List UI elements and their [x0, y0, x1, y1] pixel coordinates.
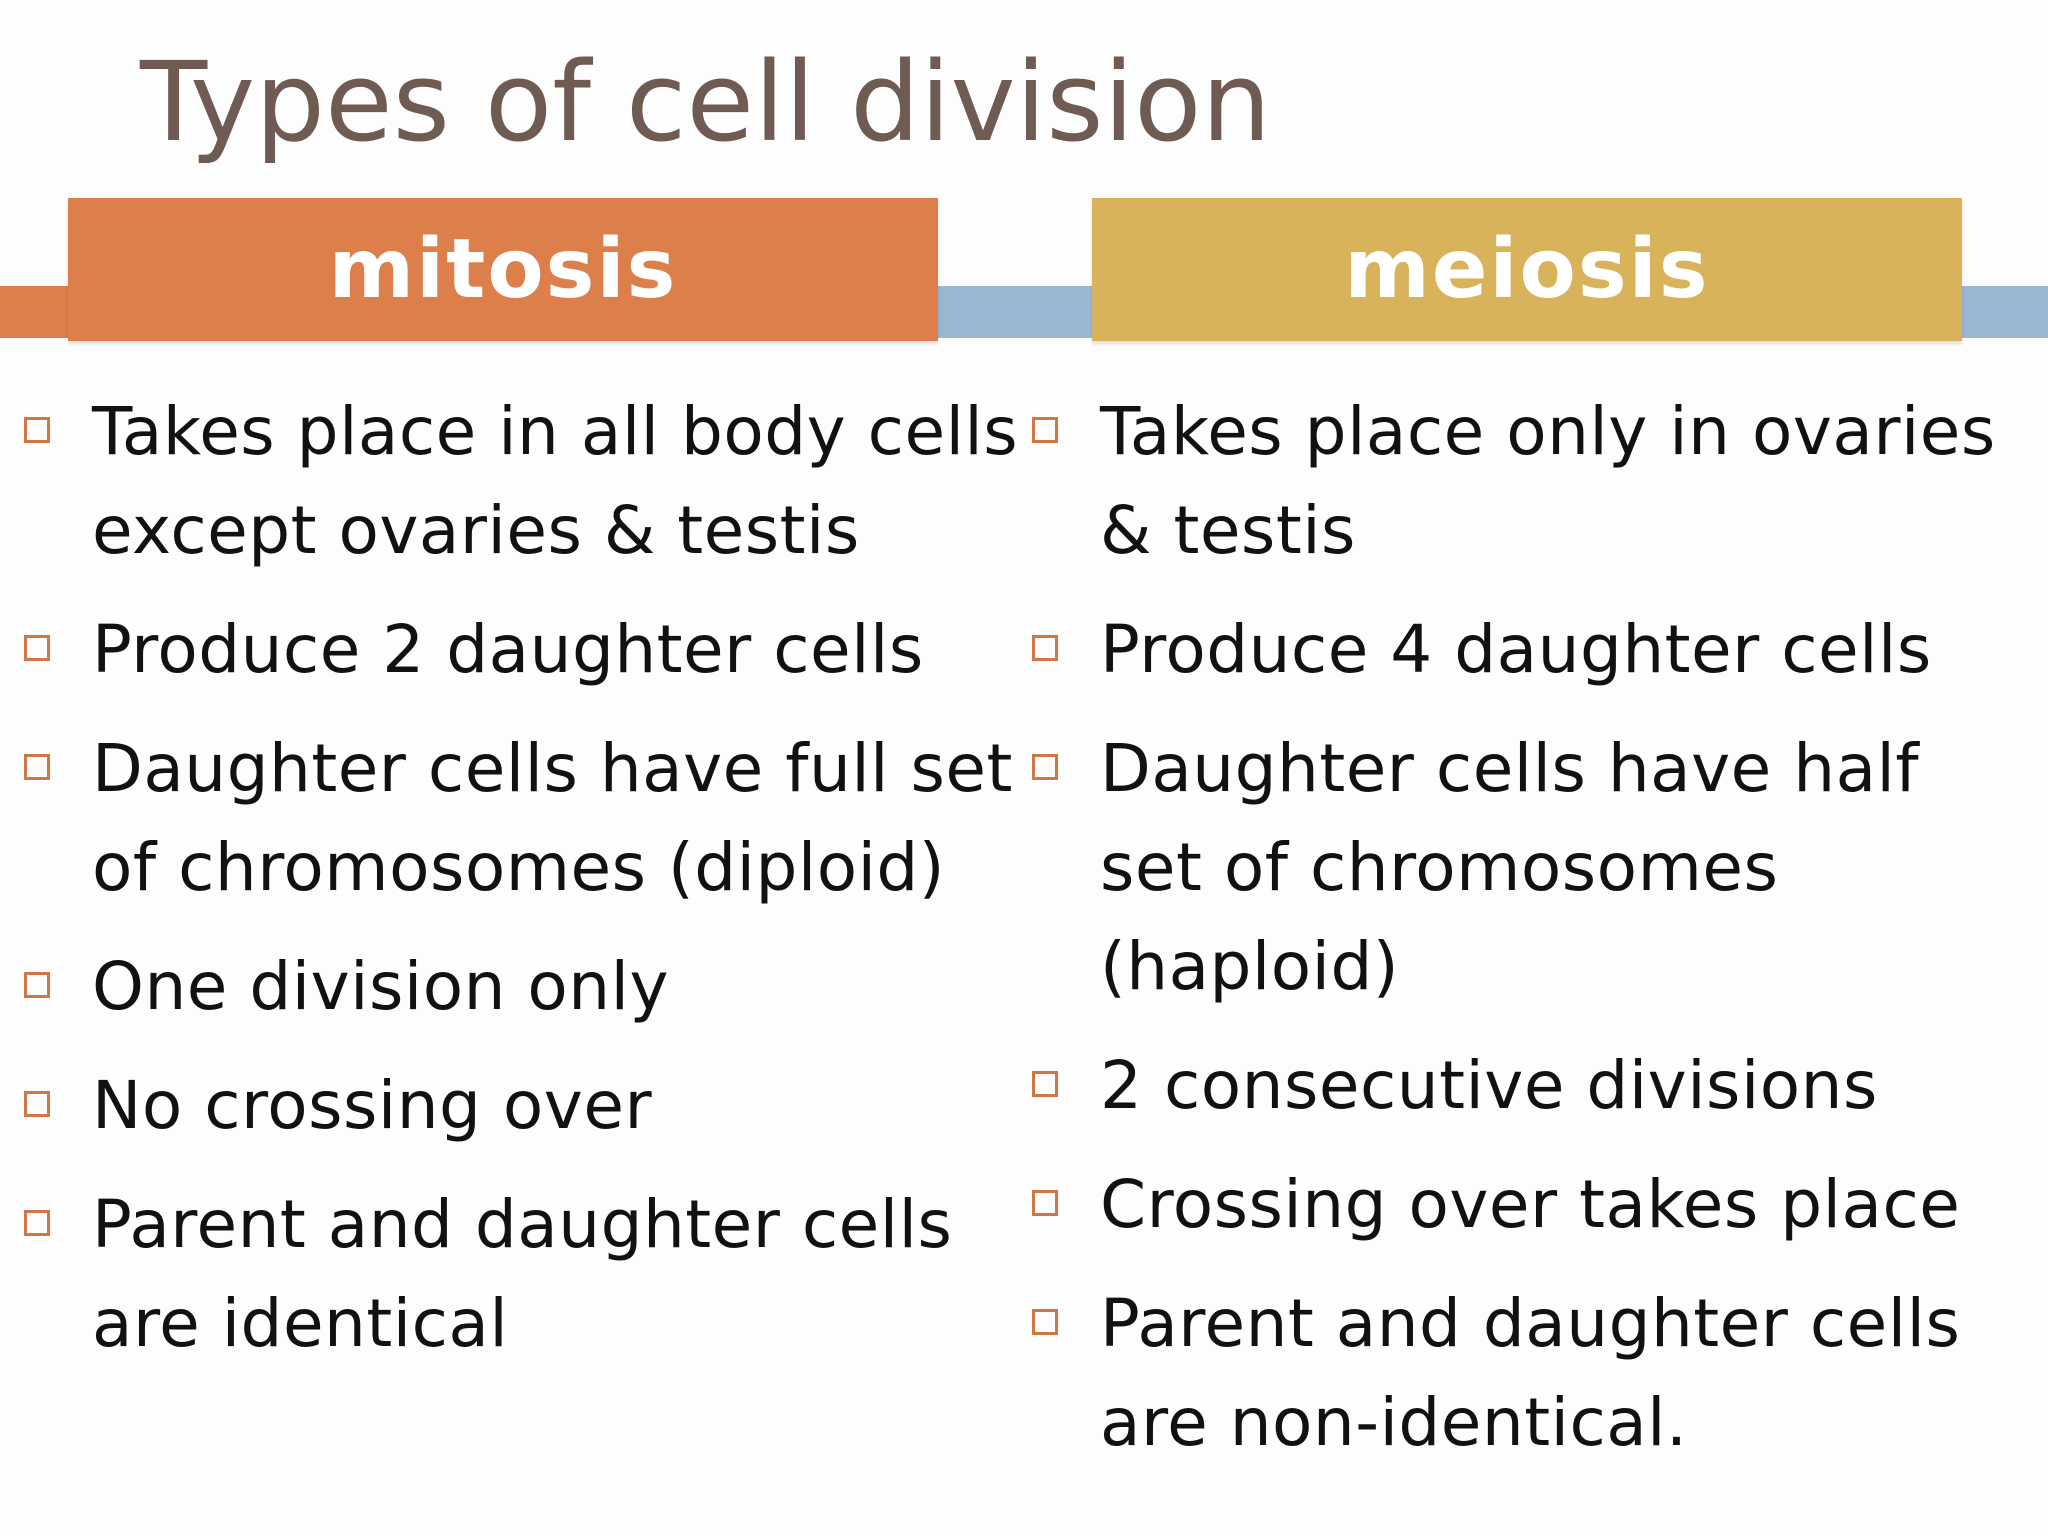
- list-item-text: Parent and daughter cells are identical: [92, 1186, 953, 1362]
- meiosis-list: Takes place only in ovaries & testis Pro…: [1032, 382, 2042, 1492]
- meiosis-header-label: meiosis: [1344, 222, 1710, 317]
- list-item-text: 2 consecutive divisions: [1100, 1047, 1878, 1124]
- list-item-text: One division only: [92, 948, 670, 1025]
- list-item: Daughter cells have half set of chromoso…: [1032, 719, 2042, 1016]
- list-item-text: Daughter cells have full set of chromoso…: [92, 730, 1013, 906]
- list-item: Daughter cells have full set of chromoso…: [24, 719, 1020, 917]
- square-bullet-icon: [24, 417, 50, 443]
- square-bullet-icon: [1032, 1309, 1058, 1335]
- slide-title: Types of cell division: [140, 38, 1272, 166]
- list-item-text: Daughter cells have half set of chromoso…: [1100, 730, 1920, 1005]
- list-item: Produce 4 daughter cells: [1032, 600, 2042, 699]
- list-item: One division only: [24, 937, 1020, 1036]
- square-bullet-icon: [24, 972, 50, 998]
- list-item-text: Produce 2 daughter cells: [92, 611, 924, 688]
- list-item-text: Takes place only in ovaries & testis: [1100, 393, 1996, 569]
- square-bullet-icon: [24, 1091, 50, 1117]
- mitosis-header: mitosis: [68, 198, 938, 341]
- square-bullet-icon: [1032, 754, 1058, 780]
- square-bullet-icon: [1032, 1071, 1058, 1097]
- square-bullet-icon: [24, 1210, 50, 1236]
- square-bullet-icon: [1032, 635, 1058, 661]
- list-item: Parent and daughter cells are non-identi…: [1032, 1274, 2042, 1472]
- list-item: Parent and daughter cells are identical: [24, 1175, 1020, 1373]
- list-item: 2 consecutive divisions: [1032, 1036, 2042, 1135]
- square-bullet-icon: [24, 754, 50, 780]
- mitosis-list: Takes place in all body cells except ova…: [24, 382, 1020, 1393]
- list-item-text: Takes place in all body cells except ova…: [92, 393, 1019, 569]
- accent-band-left: [0, 286, 80, 338]
- list-item: Crossing over takes place: [1032, 1155, 2042, 1254]
- square-bullet-icon: [1032, 417, 1058, 443]
- list-item: Takes place in all body cells except ova…: [24, 382, 1020, 580]
- list-item: Takes place only in ovaries & testis: [1032, 382, 2042, 580]
- meiosis-header: meiosis: [1092, 198, 1962, 341]
- accent-band-middle: [938, 286, 1092, 338]
- list-item-text: Produce 4 daughter cells: [1100, 611, 1932, 688]
- list-item-text: Parent and daughter cells are non-identi…: [1100, 1285, 1961, 1461]
- mitosis-header-label: mitosis: [328, 222, 678, 317]
- square-bullet-icon: [1032, 1190, 1058, 1216]
- list-item-text: No crossing over: [92, 1067, 653, 1144]
- square-bullet-icon: [24, 635, 50, 661]
- list-item-text: Crossing over takes place: [1100, 1166, 1961, 1243]
- list-item: No crossing over: [24, 1056, 1020, 1155]
- list-item: Produce 2 daughter cells: [24, 600, 1020, 699]
- accent-band-right: [1962, 286, 2048, 338]
